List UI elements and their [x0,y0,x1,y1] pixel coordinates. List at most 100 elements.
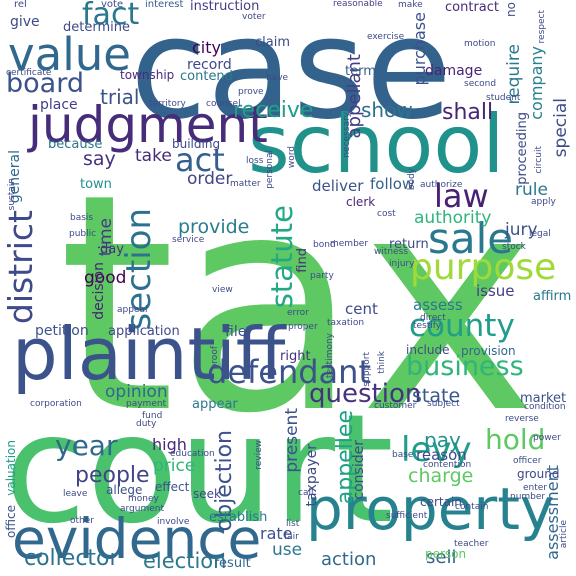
word-reasonable: reasonable [333,0,383,9]
word-legal: legal [529,229,551,239]
word-personal: personal [265,150,275,189]
word-direct: direct [420,313,446,323]
word-school: school [248,98,505,191]
word-word: word [287,146,297,169]
word-plaintiff: plaintiff [12,312,286,396]
word-interest: interest [145,0,184,10]
word-necessary: necessary [342,112,352,158]
word-provision: provision [461,344,516,358]
word-party: party [310,271,334,281]
word-contention: contention [423,460,472,470]
word-officer: officer [513,456,542,466]
word-condition: condition [524,402,566,412]
word-stock: stock [502,242,526,252]
word-find: find [295,248,310,273]
word-take: take [135,146,172,166]
word-other: other [70,516,94,526]
word-proper: proper [288,322,318,332]
word-customer: customer [374,401,417,411]
word-clerk: clerk [346,195,376,209]
word-return: return [389,237,429,252]
word-argument: argument [120,504,165,514]
word-statute: statute [265,205,299,309]
word-decision: decision [91,262,107,320]
word-file: file [225,324,247,340]
word-instruction: instruction [190,0,260,14]
word-contract: contract [445,0,499,15]
word-fund: fund [142,411,163,421]
word-show: show [361,98,413,122]
word-action: action [321,549,377,570]
word-city: city [192,38,221,57]
word-vote: vote [101,0,124,10]
word-injury: injury [389,259,415,269]
word-appeal: appeal [117,305,148,315]
word-sufficient: sufficient [386,511,428,521]
word-record: record [187,57,232,73]
word-say: say [83,148,116,170]
word-review: review [254,440,264,470]
word-error: error [287,308,309,318]
word-purpose: purpose [410,247,557,288]
word-opinion: opinion [105,382,168,402]
word-jury: jury [505,220,538,240]
word-deliver: deliver [312,177,364,195]
word-duty: duty [136,419,157,429]
word-day: day [100,242,124,257]
word-property: property [306,475,555,543]
word-place: place [40,97,78,113]
word-case: case [130,0,452,151]
word-court: court [4,383,394,557]
word-body: body [407,168,417,191]
word-issue: issue [476,282,515,300]
word-high: high [152,435,187,454]
word-county: county [409,308,515,344]
word-use: use [272,540,303,560]
word-establish: establish [209,510,268,525]
word-list: list [286,519,300,529]
word-business: business [406,351,524,382]
word-certain: certain [420,495,462,509]
word-apply: apply [531,197,556,207]
word-involve: involve [157,517,190,527]
word-enter: enter [523,483,548,493]
word-sell: sell [426,547,457,568]
word-consider: consider [351,440,367,500]
word-view: view [212,285,233,295]
word-base: base [392,450,414,460]
word-determine: determine [63,20,130,35]
word-call: call [298,488,314,498]
word-voter: voter [242,12,266,22]
word-affirm: affirm [533,289,572,304]
word-provide: provide [178,216,250,238]
word-support: support [362,352,372,387]
word-year: year [55,429,118,462]
word-no: no [504,2,518,17]
word-have: have [266,73,289,83]
word-defendant: defendant [207,353,371,391]
word-shall: shall [442,100,494,125]
word-money: money [128,494,159,504]
word-law: law [434,177,489,215]
word-think: think [377,351,387,374]
word-motion: motion [464,39,496,49]
word-good: good [84,268,127,288]
word-power: power [533,433,561,443]
word-trial: trial [100,85,140,109]
word-education: education [170,449,215,459]
word-certificate: certificate [6,68,52,78]
word-respect: respect [537,10,547,44]
word-receive: receive [233,98,314,123]
word-public: public [69,229,97,239]
word-member: member [330,239,369,249]
word-assess: assess [413,296,463,314]
word-damage: damage [425,63,483,79]
word-collector: collector [24,546,119,571]
word-because: because [48,137,103,152]
word-township: township [120,68,175,82]
word-article: article [559,520,569,549]
word-building: building [172,137,221,151]
word-ground: ground [517,467,560,481]
word-witness: witness [374,247,409,257]
word-right: right [280,349,311,364]
